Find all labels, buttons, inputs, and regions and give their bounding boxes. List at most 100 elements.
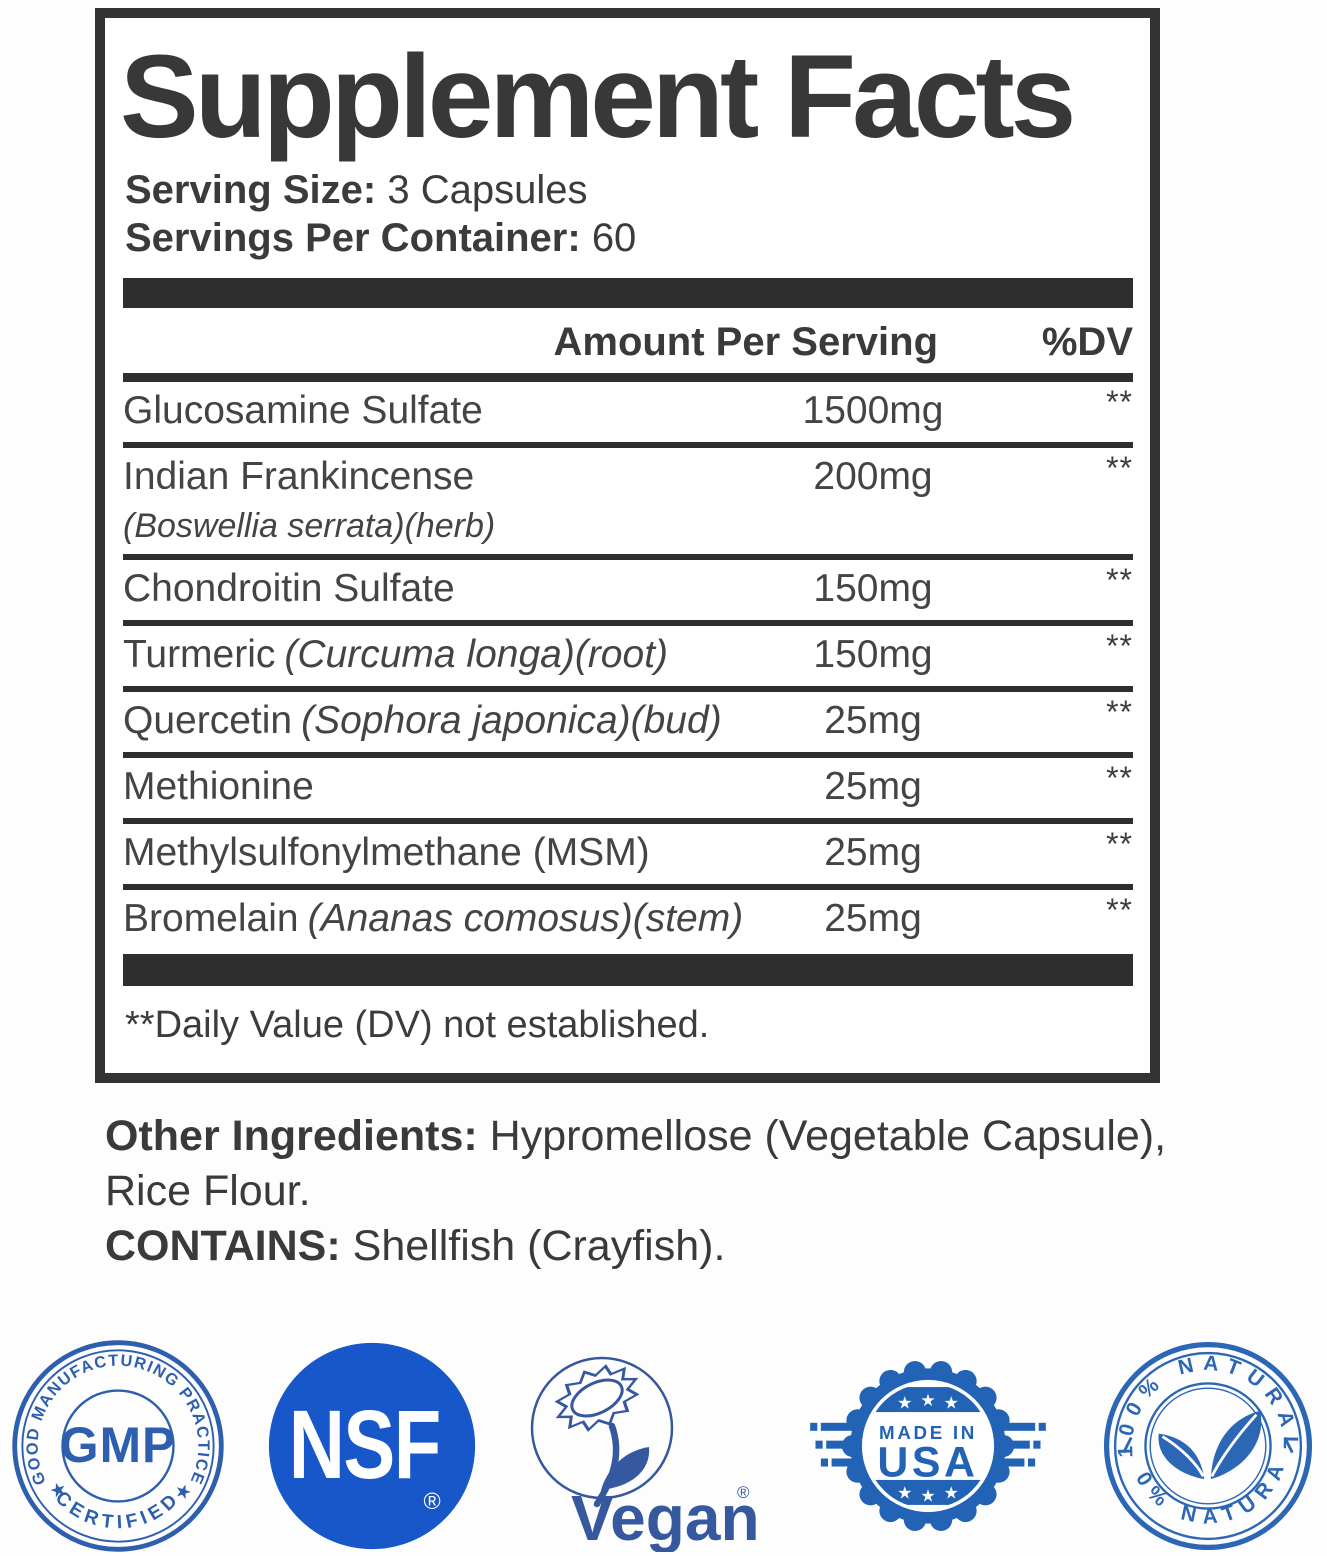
ingredient-dv: ** — [1106, 693, 1133, 730]
ingredient-name-text: Indian Frankincense — [123, 455, 475, 498]
table-row-methionine: Methionine 25mg ** — [123, 758, 1133, 818]
contains-value: Shellfish (Crayfish). — [352, 1221, 726, 1270]
usa-wings — [809, 1422, 1046, 1467]
ingredient-name: Indian Frankincense (Boswellia serrata)(h… — [123, 455, 748, 545]
gmp-center-text: GMP — [60, 1417, 176, 1473]
ingredient-amount: 200mg — [813, 455, 933, 498]
ingredient-name: Methionine — [123, 765, 748, 809]
ingredient-amount: 25mg — [824, 830, 922, 874]
divider-bar-top — [123, 278, 1133, 308]
gmp-arc-bottom-text: CERTIFIED — [51, 1487, 185, 1533]
other-ingredients-block: Other Ingredients: Hypromellose (Vegetab… — [105, 1109, 1265, 1274]
ingredient-dv: ** — [1106, 759, 1133, 796]
ingredient-name-text: Turmeric — [123, 632, 276, 676]
ingredient-dv: ** — [1106, 891, 1133, 928]
stem-icon — [593, 1422, 619, 1508]
gmp-badge: GOOD MANUFACTURING PRACTICE CERTIFIED GM… — [12, 1340, 224, 1552]
ingredient-name-text: Glucosamine Sulfate — [123, 389, 483, 432]
row-divider — [123, 442, 1133, 448]
star-icon: ★ — [47, 1478, 70, 1503]
supplement-label: Supplement Facts Serving Size: 3 Capsule… — [0, 8, 1327, 1556]
row-divider — [123, 685, 1133, 692]
table-row-bromelain: Bromelain (Ananas comosus)(stem) 25mg ** — [123, 890, 1133, 950]
certification-badges: GOOD MANUFACTURING PRACTICE CERTIFIED GM… — [8, 1336, 1317, 1556]
table-row-chondroitin: Chondroitin Sulfate 150mg ** — [123, 560, 1133, 620]
column-header-amount: Amount Per Serving — [553, 320, 938, 364]
star-icon: ★ — [897, 1393, 912, 1412]
star-icon: ★ — [943, 1393, 958, 1412]
ingredient-name: Turmeric (Curcuma longa)(root) — [123, 633, 748, 677]
ingredient-dv: ** — [1106, 450, 1133, 486]
star-icon: ★ — [897, 1484, 912, 1503]
ingredient-name-text: Methylsulfonylmethane (MSM) — [123, 830, 650, 874]
header-rule — [123, 373, 1133, 382]
ingredient-latin: (Boswellia serrata)(herb) — [123, 506, 496, 545]
table-row-glucosamine: Glucosamine Sulfate 1500mg ** — [123, 382, 1133, 442]
ingredient-name: Methylsulfonylmethane (MSM) — [123, 831, 748, 875]
ingredient-name-text: Chondroitin Sulfate — [123, 566, 455, 610]
ingredient-latin: (Curcuma longa)(root) — [284, 632, 669, 676]
panel-title: Supplement Facts — [120, 31, 1076, 163]
star-icon: ★ — [172, 1480, 195, 1505]
other-ingredients-line: Other Ingredients: Hypromellose (Vegetab… — [105, 1109, 1265, 1164]
ingredient-name: Quercetin (Sophora japonica)(bud) — [123, 699, 748, 743]
serving-size-label: Serving Size: — [125, 168, 377, 212]
registered-mark-icon: ® — [737, 1483, 750, 1502]
column-header-dv: %DV — [1041, 320, 1133, 364]
contains-label: CONTAINS: — [105, 1221, 341, 1270]
row-divider — [123, 553, 1133, 560]
ingredient-name-text: Bromelain — [123, 896, 299, 940]
ingredient-name-text: Quercetin — [123, 698, 293, 742]
other-ingredients-value: Hypromellose (Vegetable Capsule), — [489, 1111, 1167, 1160]
table-column-header: Amount Per Serving %DV — [123, 308, 1133, 373]
servings-per-container-value: 60 — [591, 216, 637, 260]
ingredient-amount: 1500mg — [802, 389, 944, 432]
leaf-icon — [1158, 1433, 1205, 1480]
ingredient-name: Bromelain (Ananas comosus)(stem) — [123, 897, 748, 941]
registered-mark-icon: ® — [424, 1488, 441, 1514]
nsf-logo-text: NSF — [289, 1390, 440, 1499]
usa-text: USA — [877, 1438, 978, 1486]
ingredient-amount: 25mg — [824, 896, 922, 940]
made-in-usa-badge: ★ ★ ★ ★ ★ ★ MADE IN USA — [809, 1360, 1046, 1531]
serving-info: Serving Size: 3 Capsules Servings Per Co… — [125, 166, 1133, 262]
contains-line: CONTAINS: Shellfish (Crayfish). — [105, 1219, 1265, 1274]
ingredient-latin: (Sophora japonica)(bud) — [301, 698, 722, 742]
daily-value-footnote: **Daily Value (DV) not established. — [125, 1003, 710, 1046]
ingredient-amount: 150mg — [813, 566, 933, 610]
row-divider — [123, 751, 1133, 758]
ingredient-amount: 25mg — [824, 764, 922, 808]
sunflower-icon — [554, 1363, 639, 1432]
table-row-quercetin: Quercetin (Sophora japonica)(bud) 25mg ** — [123, 692, 1133, 752]
ingredient-name: Chondroitin Sulfate — [123, 567, 748, 611]
star-icon: ★ — [943, 1484, 958, 1503]
usa-inner-disc — [861, 1379, 994, 1512]
vegan-logo-text: Vegan — [571, 1482, 757, 1552]
nsf-circle — [269, 1342, 476, 1549]
row-divider — [123, 817, 1133, 824]
ingredient-dv: ** — [1106, 384, 1133, 420]
leaf-icon — [1210, 1410, 1262, 1480]
ingredient-name-text: Methionine — [123, 764, 314, 808]
leaf-icon — [600, 1446, 649, 1490]
ingredient-latin: (Ananas comosus)(stem) — [307, 896, 744, 940]
ingredient-dv: ** — [1106, 561, 1133, 598]
table-row-turmeric: Turmeric (Curcuma longa)(root) 150mg ** — [123, 626, 1133, 686]
star-icon: ★ — [920, 1486, 935, 1505]
servings-per-container-label: Servings Per Container: — [125, 216, 581, 260]
other-ingredients-line2: Rice Flour. — [105, 1166, 311, 1215]
divider-bar-bottom — [123, 953, 1133, 986]
nsf-badge: NSF ® — [269, 1342, 476, 1549]
table-row-frankincense: Indian Frankincense (Boswellia serrata)(h… — [123, 448, 1133, 554]
serving-size-line: Serving Size: 3 Capsules — [125, 166, 1133, 214]
row-divider — [123, 619, 1133, 626]
ingredient-dv: ** — [1106, 627, 1133, 664]
ingredient-name: Glucosamine Sulfate — [123, 389, 748, 433]
table-row-msm: Methylsulfonylmethane (MSM) 25mg ** — [123, 824, 1133, 884]
serving-size-value: 3 Capsules — [387, 168, 588, 212]
natural-badge: 100% NATURAL 100% NATURAL — [1099, 1337, 1313, 1550]
vegan-badge: Vegan ® — [530, 1356, 757, 1552]
ingredient-amount: 150mg — [813, 632, 933, 676]
other-ingredients-label: Other Ingredients: — [105, 1111, 478, 1160]
ingredient-amount: 25mg — [824, 698, 922, 742]
